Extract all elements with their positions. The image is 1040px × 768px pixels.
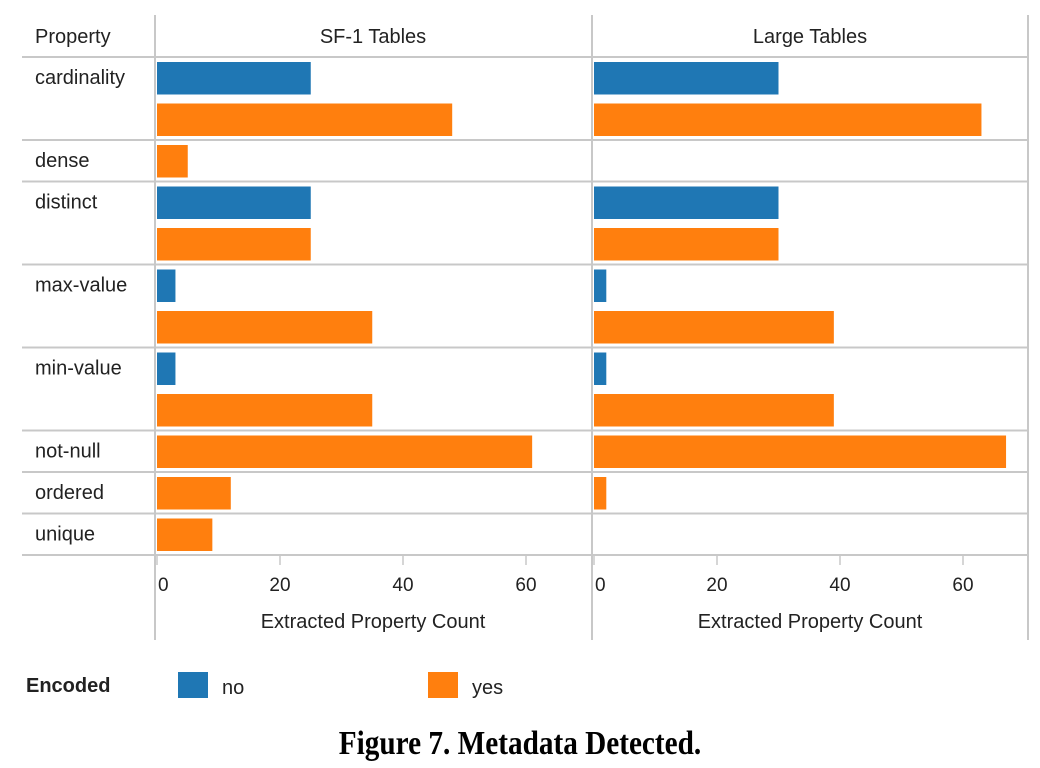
x-tick-label: 0 — [158, 575, 169, 596]
property-label: ordered — [35, 482, 104, 504]
x-axis-label: Extracted Property Count — [261, 611, 486, 633]
property-label: distinct — [35, 192, 98, 214]
legend-swatch-no — [178, 672, 208, 698]
property-label: unique — [35, 524, 95, 546]
x-tick-label: 60 — [515, 575, 536, 596]
property-label: not-null — [35, 441, 101, 463]
bar-max-value-no — [594, 269, 607, 302]
property-label: dense — [35, 150, 90, 172]
figure-caption: Figure 7. Metadata Detected. — [338, 725, 702, 762]
row-header-label: Property — [35, 26, 111, 48]
bar-min-value-no — [157, 352, 176, 385]
bar-cardinality-no — [594, 62, 779, 95]
bar-min-value-yes — [594, 394, 834, 427]
bar-cardinality-no — [157, 62, 311, 95]
panel-title: SF-1 Tables — [320, 26, 426, 48]
legend-label-no: no — [222, 677, 244, 699]
bar-max-value-no — [157, 269, 176, 302]
panel-title: Large Tables — [753, 26, 867, 48]
legend-swatch-yes — [428, 672, 458, 698]
x-tick-label: 40 — [392, 575, 413, 596]
metadata-bar-chart: Property SF-1 Tables Large Tables cardinali… — [22, 15, 1029, 699]
x-tick-label: 20 — [706, 575, 727, 596]
bar-distinct-yes — [594, 228, 779, 261]
bar-ordered-yes — [594, 477, 607, 510]
bar-dense-yes — [157, 145, 188, 178]
x-tick-label: 20 — [269, 575, 290, 596]
x-tick-label: 40 — [829, 575, 850, 596]
bar-max-value-yes — [157, 311, 373, 344]
bar-min-value-yes — [157, 394, 373, 427]
x-tick-label: 0 — [595, 575, 606, 596]
legend-title: Encoded — [26, 675, 110, 697]
bar-unique-yes — [157, 518, 213, 551]
bar-max-value-yes — [594, 311, 834, 344]
property-label: max-value — [35, 275, 127, 297]
x-axis-label: Extracted Property Count — [698, 611, 923, 633]
legend-label-yes: yes — [472, 677, 503, 699]
bar-distinct-no — [594, 186, 779, 219]
bar-ordered-yes — [157, 477, 231, 510]
property-label: min-value — [35, 358, 122, 380]
property-label: cardinality — [35, 67, 125, 89]
bar-cardinality-yes — [157, 103, 453, 136]
bar-not-null-yes — [594, 435, 1007, 468]
x-tick-label: 60 — [952, 575, 973, 596]
bar-distinct-no — [157, 186, 311, 219]
bar-not-null-yes — [157, 435, 533, 468]
bar-cardinality-yes — [594, 103, 982, 136]
bar-distinct-yes — [157, 228, 311, 261]
bar-min-value-no — [594, 352, 607, 385]
